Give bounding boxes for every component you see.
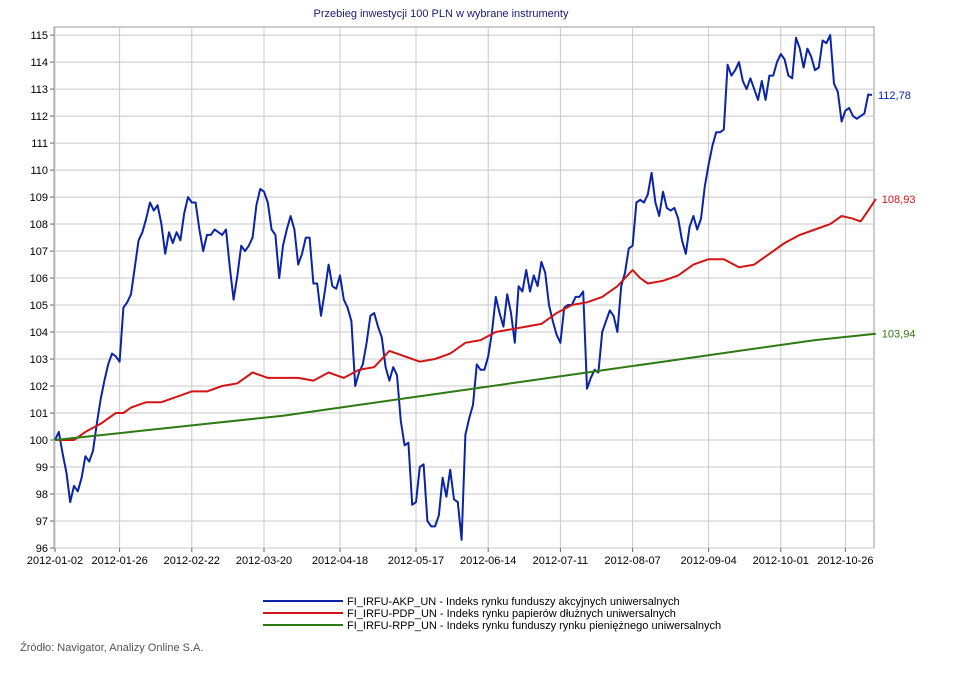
legend-label: FI_IRFU-AKP_UN - Indeks rynku funduszy a… — [347, 596, 680, 608]
x-tick-label: 2012-10-26 — [817, 555, 873, 567]
x-tick-label: 2012-07-11 — [533, 555, 588, 567]
x-tick-label: 2012-02-22 — [164, 555, 220, 567]
x-tick-label: 2012-01-02 — [27, 555, 83, 567]
series-line-2 — [55, 198, 877, 441]
y-axis: 96 97 98 99 100 101 102 103 104 105 106 107 108 109 11… — [30, 30, 54, 555]
y-tick-label: 96 — [36, 543, 48, 555]
y-tick-label: 105 — [30, 300, 48, 312]
x-tick-label: 2012-05-17 — [388, 555, 444, 567]
y-tick-label: 108 — [30, 219, 48, 231]
series-line-1 — [54, 34, 873, 541]
y-tick-label: 99 — [36, 462, 48, 474]
x-tick-label: 2012-04-18 — [312, 555, 368, 567]
y-tick-label: 98 — [36, 489, 48, 501]
legend: FI_IRFU-AKP_UN - Indeks rynku funduszy a… — [263, 596, 721, 632]
y-tick-label: 102 — [30, 381, 48, 393]
y-tick-label: 115 — [30, 30, 48, 42]
x-tick-label: 2012-01-26 — [91, 555, 147, 567]
y-tick-label: 104 — [30, 327, 48, 339]
chart-title: Przebieg inwestycji 100 PLN w wybrane in… — [314, 8, 569, 20]
y-tick-label: 97 — [36, 516, 48, 528]
series-end-label: 103,94 — [882, 329, 916, 341]
source-note: Źródło: Navigator, Analizy Online S.A. — [20, 642, 204, 654]
x-axis: 2012-01-02 2012-01-26 2012-02-22 2012-03-20… — [27, 548, 874, 567]
legend-label: FI_IRFU-PDP_UN - Indeks rynku papierów d… — [347, 608, 676, 620]
series-line-3 — [54, 332, 876, 441]
series-end-label: 112,78 — [878, 90, 911, 102]
y-tick-label: 113 — [30, 84, 48, 96]
series-group — [54, 34, 877, 541]
y-tick-label: 100 — [30, 435, 48, 447]
y-tick-label: 112 — [30, 111, 48, 123]
y-tick-label: 106 — [30, 273, 48, 285]
y-tick-label: 107 — [30, 246, 48, 258]
y-tick-label: 103 — [30, 354, 48, 366]
x-tick-label: 2012-09-04 — [680, 555, 736, 567]
grid-lines — [54, 27, 874, 549]
y-tick-label: 110 — [30, 165, 48, 177]
x-tick-label: 2012-06-14 — [460, 555, 516, 567]
end-labels: 112,78 108,93 103,94 — [878, 90, 915, 341]
series-end-label: 108,93 — [882, 194, 916, 206]
legend-label: FI_IRFU-RPP_UN - Indeks rynku funduszy r… — [347, 620, 721, 632]
y-tick-label: 111 — [31, 138, 48, 150]
y-tick-label: 101 — [30, 408, 48, 420]
x-tick-label: 2012-10-01 — [753, 555, 809, 567]
y-tick-label: 109 — [30, 192, 48, 204]
x-tick-label: 2012-03-20 — [236, 555, 292, 567]
x-tick-label: 2012-08-07 — [604, 555, 660, 567]
y-tick-label: 114 — [30, 57, 48, 69]
